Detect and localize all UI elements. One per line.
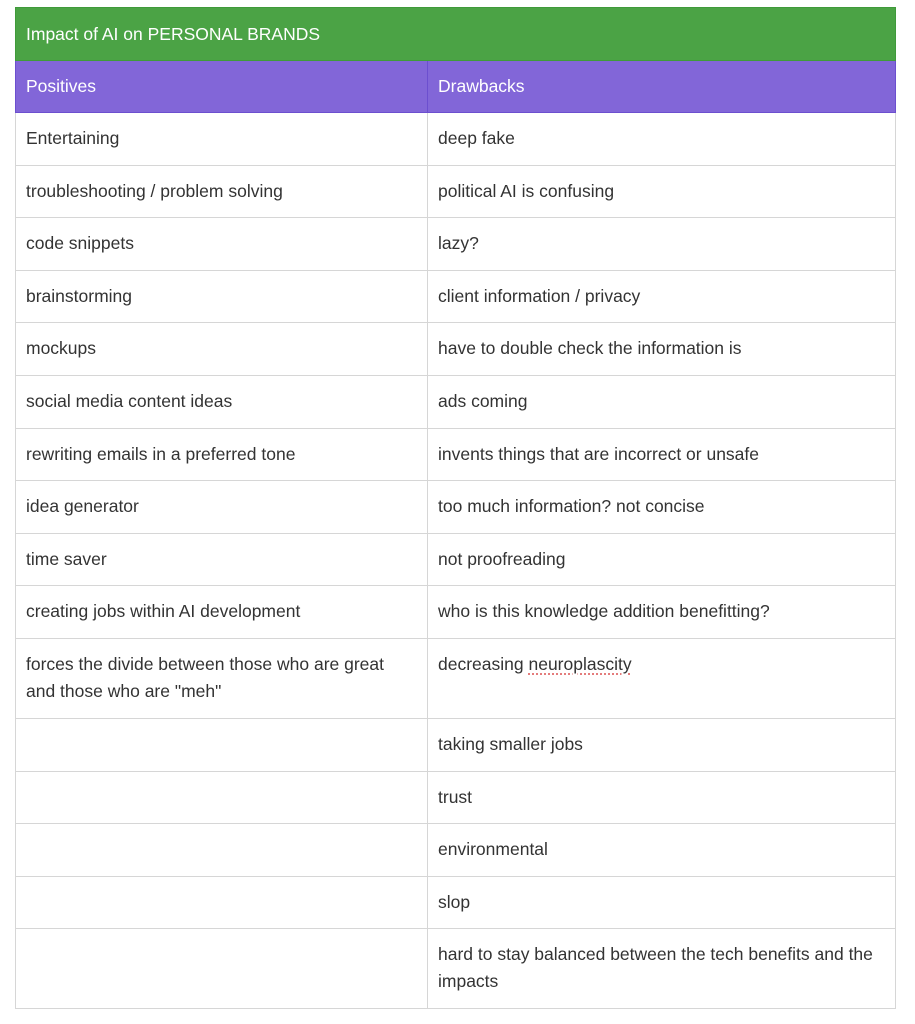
table-row: environmental	[15, 823, 896, 877]
positive-cell[interactable]: troubleshooting / problem solving	[15, 164, 428, 219]
table-row: creating jobs within AI development who i…	[15, 585, 896, 639]
impact-table: Impact of AI on PERSONAL BRANDS Positive…	[15, 7, 896, 1010]
drawback-cell[interactable]: political AI is confusing	[427, 164, 896, 219]
positive-cell[interactable]: mockups	[15, 322, 428, 376]
table-row: rewriting emails in a preferred tone inve…	[15, 427, 896, 482]
table-row: mockups have to double check the informat…	[15, 322, 896, 376]
positive-cell[interactable]	[15, 717, 428, 772]
table-body: Entertaining deep fake troubleshooting / p…	[15, 112, 896, 1010]
spellcheck-flagged-word[interactable]: neuroplascity	[528, 653, 632, 674]
table-row: troubleshooting / problem solving politic…	[15, 164, 896, 219]
table-row: slop	[15, 875, 896, 930]
positive-cell[interactable]: brainstorming	[15, 269, 428, 324]
positive-cell[interactable]: creating jobs within AI development	[15, 585, 428, 639]
positive-cell[interactable]: social media content ideas	[15, 374, 428, 429]
table-row: time saver not proofreading	[15, 532, 896, 587]
drawback-cell[interactable]: ads coming	[427, 374, 896, 429]
drawback-cell[interactable]: taking smaller jobs	[427, 717, 896, 772]
table-row: Entertaining deep fake	[15, 112, 896, 166]
table-title-row: Impact of AI on PERSONAL BRANDS	[15, 7, 896, 61]
drawback-cell[interactable]: not proofreading	[427, 532, 896, 587]
positive-cell[interactable]: idea generator	[15, 480, 428, 534]
table-row: code snippets lazy?	[15, 217, 896, 271]
table-row: taking smaller jobs	[15, 717, 896, 772]
positive-cell[interactable]: rewriting emails in a preferred tone	[15, 427, 428, 482]
positive-cell[interactable]	[15, 928, 428, 1010]
table-row: trust	[15, 770, 896, 825]
drawback-cell[interactable]: too much information? not concise	[427, 480, 896, 534]
table-header-row: Positives Drawbacks	[15, 60, 896, 113]
drawback-cell[interactable]: trust	[427, 770, 896, 825]
drawback-cell[interactable]: hard to stay balanced between the tech b…	[427, 928, 896, 1010]
table-row: forces the divide between those who are …	[15, 637, 896, 719]
drawback-cell[interactable]: decreasing neuroplascity	[427, 637, 896, 719]
positive-cell[interactable]	[15, 823, 428, 877]
positive-cell[interactable]	[15, 770, 428, 825]
drawback-cell[interactable]: client information / privacy	[427, 269, 896, 324]
table-row: hard to stay balanced between the tech b…	[15, 928, 896, 1010]
drawback-cell[interactable]: deep fake	[427, 112, 896, 166]
drawback-cell[interactable]: environmental	[427, 823, 896, 877]
drawback-cell[interactable]: invents things that are incorrect or uns…	[427, 427, 896, 482]
positive-cell[interactable]: code snippets	[15, 217, 428, 271]
positive-cell[interactable]: Entertaining	[15, 112, 428, 166]
positive-cell[interactable]: forces the divide between those who are …	[15, 637, 428, 719]
header-drawbacks[interactable]: Drawbacks	[427, 60, 896, 113]
table-title[interactable]: Impact of AI on PERSONAL BRANDS	[15, 7, 896, 61]
header-positives[interactable]: Positives	[15, 60, 428, 113]
drawback-cell[interactable]: lazy?	[427, 217, 896, 271]
positive-cell[interactable]	[15, 875, 428, 930]
drawback-cell[interactable]: who is this knowledge addition benefitti…	[427, 585, 896, 639]
table-row: idea generator too much information? not …	[15, 480, 896, 534]
drawback-cell[interactable]: slop	[427, 875, 896, 930]
table-row: social media content ideas ads coming	[15, 374, 896, 429]
drawback-cell[interactable]: have to double check the information is	[427, 322, 896, 376]
table-row: brainstorming client information / privac…	[15, 269, 896, 324]
positive-cell[interactable]: time saver	[15, 532, 428, 587]
